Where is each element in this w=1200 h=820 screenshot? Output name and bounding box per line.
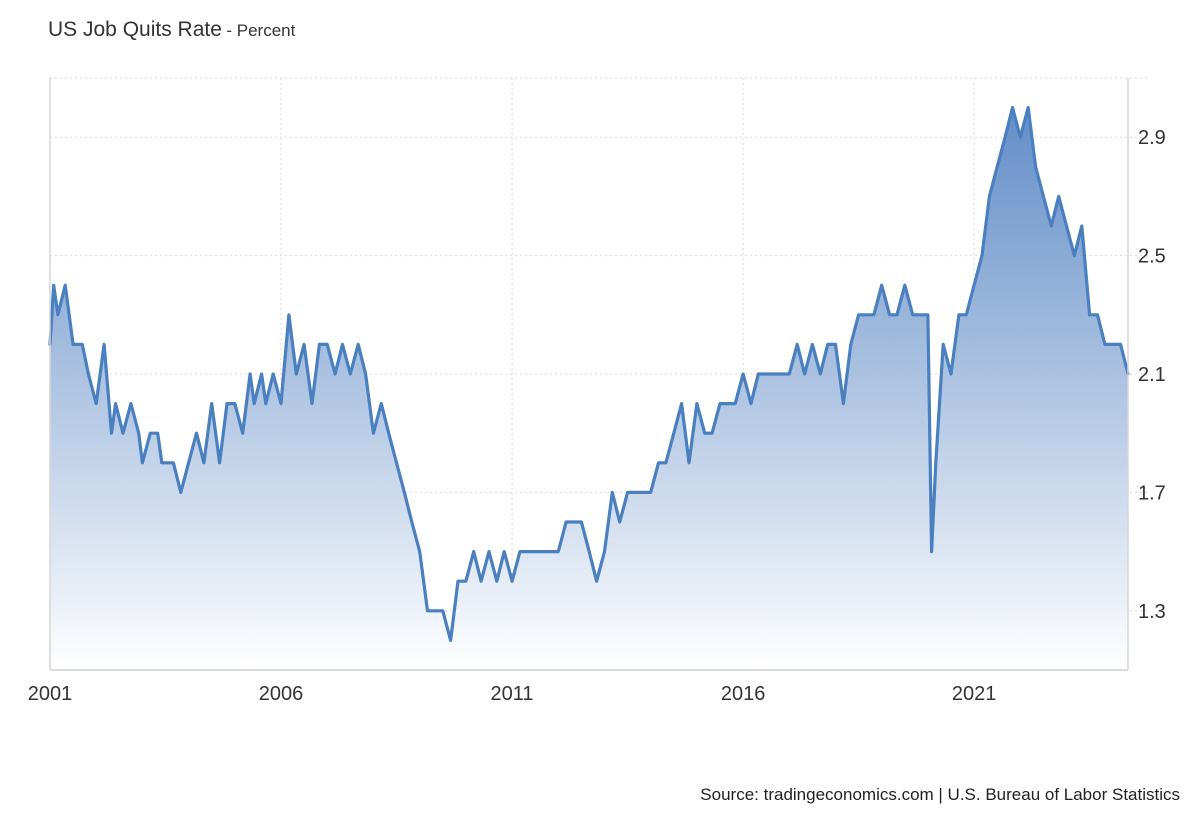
x-tick-label-2011: 2011: [491, 683, 534, 705]
source-credit: Source: tradingeconomics.com | U.S. Bure…: [700, 785, 1180, 804]
quits-rate-area: [50, 107, 1128, 671]
chart-title-unit: - Percent: [226, 21, 296, 40]
y-tick-label-1.3: 1.3: [1138, 601, 1166, 623]
y-tick-label-2.9: 2.9: [1138, 127, 1166, 149]
area-fill: [50, 107, 1128, 671]
quits-rate-line: [48, 106, 1130, 642]
y-tick-label-1.7: 1.7: [1138, 482, 1166, 504]
y-axis-ticks: 1.3 1.7 2.1 2.5 2.9: [1138, 127, 1166, 623]
x-tick-label-2021: 2021: [952, 683, 997, 705]
quits-rate-chart: 2001 2006 2011 2016 2021 1.3 1.7 2.1 2.5 2.9: [28, 77, 1166, 705]
chart-title-main: US Job Quits Rate: [48, 18, 222, 41]
x-tick-label-2006: 2006: [259, 683, 304, 705]
y-tick-label-2.5: 2.5: [1138, 246, 1166, 268]
y-tick-label-2.1: 2.1: [1138, 364, 1166, 386]
series-line: [48, 106, 1130, 642]
x-axis-ticks: 2001 2006 2011 2016 2021: [28, 683, 997, 705]
chart-title: US Job Quits Rate - Percent: [48, 18, 295, 42]
x-tick-label-2016: 2016: [721, 683, 766, 705]
x-tick-label-2001: 2001: [28, 683, 73, 705]
axes: [49, 78, 1129, 671]
